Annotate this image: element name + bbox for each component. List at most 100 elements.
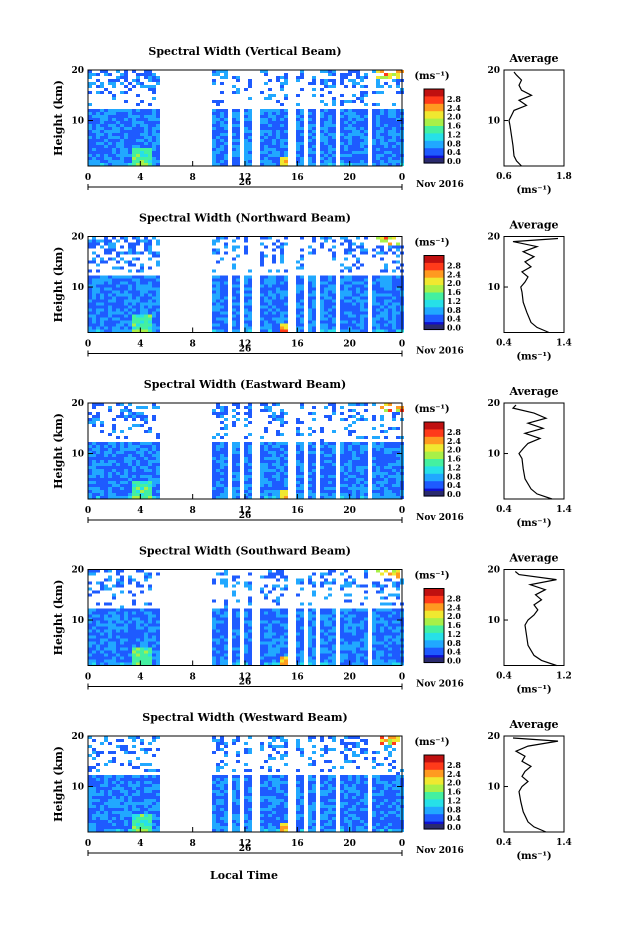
- heatmap-cell: [124, 121, 128, 124]
- heatmap-cell: [280, 418, 284, 421]
- heatmap-cell: [320, 82, 324, 85]
- heatmap-cell: [120, 136, 124, 139]
- heatmap-cell: [380, 303, 384, 306]
- heatmap-cell: [376, 139, 380, 142]
- heatmap-cell: [108, 79, 112, 82]
- heatmap-cell: [100, 457, 104, 460]
- heatmap-cell: [276, 660, 280, 663]
- heatmap-cell: [264, 460, 268, 463]
- heatmap-cell: [156, 160, 160, 163]
- heatmap-cell: [140, 291, 144, 294]
- heatmap-cell: [104, 493, 108, 496]
- heatmap-cell: [324, 288, 328, 291]
- heatmap-cell: [104, 142, 108, 145]
- heatmap-cell: [340, 442, 344, 445]
- heatmap-cell: [332, 139, 336, 142]
- heatmap-cell: [112, 127, 116, 130]
- heatmap-cell: [128, 139, 132, 142]
- heatmap-cell: [232, 651, 236, 654]
- heatmap-cell: [260, 130, 264, 133]
- heatmap-cell: [340, 475, 344, 478]
- heatmap-cell: [236, 291, 240, 294]
- heatmap-cell: [328, 288, 332, 291]
- heatmap-cell: [144, 615, 148, 618]
- heatmap-cell: [328, 306, 332, 309]
- heatmap-cell: [156, 660, 160, 663]
- heatmap-cell: [268, 300, 272, 303]
- heatmap-cell: [272, 151, 276, 154]
- heatmap-cell: [328, 493, 332, 496]
- heatmap-cell: [280, 460, 284, 463]
- heatmap-cell: [360, 312, 364, 315]
- heatmap-cell: [104, 490, 108, 493]
- heatmap-cell: [396, 279, 400, 282]
- heatmap-cell: [152, 657, 156, 660]
- heatmap-cell: [340, 154, 344, 157]
- heatmap-cell: [280, 463, 284, 466]
- heatmap-cell: [144, 579, 148, 582]
- heatmap-cell: [320, 475, 324, 478]
- avg-y-tick-label: 20: [487, 399, 500, 409]
- heatmap-cell: [100, 276, 104, 279]
- heatmap-cell: [132, 600, 136, 603]
- heatmap-cell: [280, 121, 284, 124]
- heatmap-cell: [396, 481, 400, 484]
- heatmap-cell: [332, 79, 336, 82]
- heatmap-cell: [328, 451, 332, 454]
- heatmap-cell: [128, 118, 132, 121]
- heatmap-cell: [300, 157, 304, 160]
- heatmap-cell: [124, 463, 128, 466]
- heatmap-cell: [360, 415, 364, 418]
- heatmap-cell: [92, 621, 96, 624]
- heatmap-cell: [116, 490, 120, 493]
- average-frame: [504, 403, 564, 499]
- heatmap-cell: [104, 639, 108, 642]
- heatmap-cell: [236, 297, 240, 300]
- heatmap-cell: [96, 321, 100, 324]
- heatmap-cell: [340, 79, 344, 82]
- heatmap-cell: [212, 454, 216, 457]
- heatmap-cell: [116, 454, 120, 457]
- heatmap-cell: [272, 600, 276, 603]
- heatmap-cell: [264, 124, 268, 127]
- heatmap-cell: [360, 490, 364, 493]
- heatmap-cell: [320, 130, 324, 133]
- heatmap-cell: [92, 466, 96, 469]
- heatmap-cell: [276, 127, 280, 130]
- heatmap-cell: [280, 258, 284, 261]
- heatmap-cell: [352, 493, 356, 496]
- heatmap-cell: [272, 478, 276, 481]
- heatmap-cell: [388, 475, 392, 478]
- heatmap-cell: [340, 133, 344, 136]
- heatmap-cell: [344, 154, 348, 157]
- heatmap-cell: [100, 306, 104, 309]
- heatmap-cell: [344, 115, 348, 118]
- heatmap-cell: [248, 657, 252, 660]
- heatmap-cell: [88, 297, 92, 300]
- heatmap-cell: [332, 276, 336, 279]
- heatmap-cell: [88, 261, 92, 264]
- heatmap-cell: [328, 312, 332, 315]
- heatmap-cell: [148, 124, 152, 127]
- heatmap-cell: [116, 112, 120, 115]
- heatmap-cell: [372, 115, 376, 118]
- heatmap-cell: [376, 85, 380, 88]
- beam-panel: Spectral Width (Northward Beam)2010Heigh…: [52, 212, 572, 363]
- heatmap-cell: [372, 303, 376, 306]
- heatmap-cell: [312, 445, 316, 448]
- heatmap-cell: [372, 124, 376, 127]
- heatmap-cell: [128, 448, 132, 451]
- heatmap-cell: [272, 258, 276, 261]
- heatmap-cell: [224, 412, 228, 415]
- heatmap-cell: [360, 100, 364, 103]
- heatmap-cell: [96, 157, 100, 160]
- heatmap-cell: [148, 609, 152, 612]
- heatmap-cell: [356, 445, 360, 448]
- heatmap-cell: [216, 249, 220, 252]
- heatmap-cell: [268, 481, 272, 484]
- heatmap-cell: [244, 285, 248, 288]
- heatmap-cell: [136, 442, 140, 445]
- heatmap-cell: [116, 133, 120, 136]
- heatmap-cell: [300, 451, 304, 454]
- heatmap-cell: [276, 124, 280, 127]
